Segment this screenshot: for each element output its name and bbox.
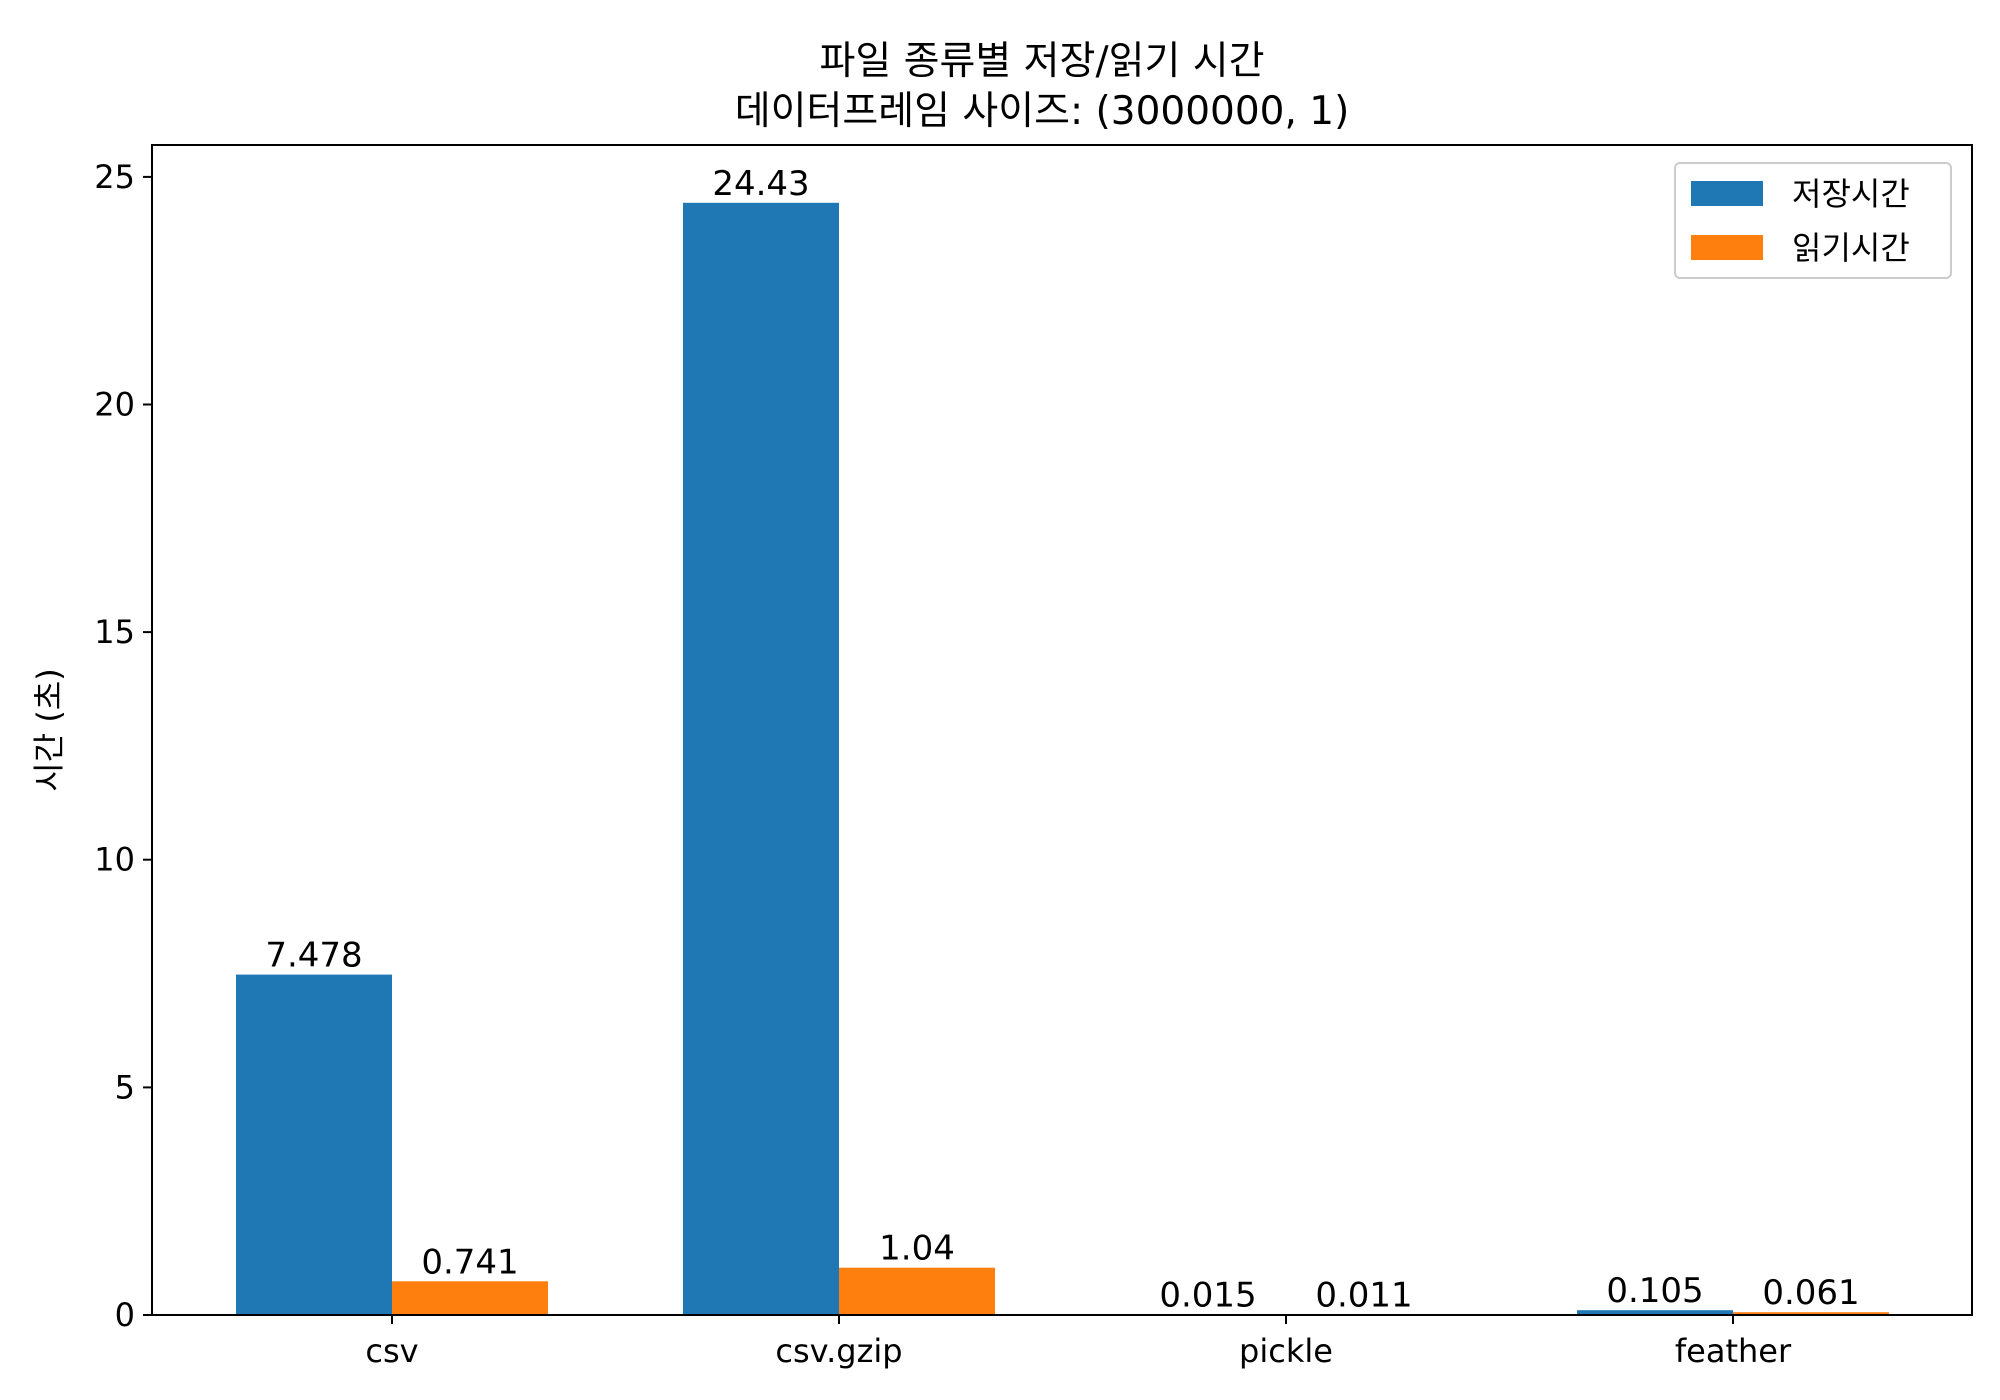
- data-label: 1.04: [879, 1229, 955, 1269]
- x-tick-label: pickle: [1239, 1332, 1333, 1370]
- legend-label-save: 저장시간: [1792, 175, 1910, 213]
- data-label: 24.43: [712, 164, 809, 204]
- data-label: 0.741: [421, 1242, 518, 1282]
- bar: [839, 1268, 995, 1315]
- y-tick-label: 20: [94, 386, 135, 424]
- bar: [683, 203, 839, 1315]
- y-tick-label: 25: [94, 158, 135, 196]
- data-label: 0.015: [1159, 1275, 1256, 1315]
- x-tick-label: csv: [365, 1332, 418, 1370]
- legend-swatch-read: [1691, 235, 1763, 260]
- y-tick-label: 10: [94, 841, 135, 879]
- data-label: 0.105: [1606, 1271, 1703, 1311]
- x-tick-label: feather: [1675, 1332, 1792, 1370]
- y-tick-label: 15: [94, 613, 135, 651]
- data-label: 0.011: [1315, 1276, 1412, 1316]
- data-label: 7.478: [265, 936, 362, 976]
- y-tick-label: 0: [115, 1296, 135, 1334]
- legend-swatch-save: [1691, 181, 1763, 206]
- chart-subtitle: 데이터프레임 사이즈: (3000000, 1): [735, 89, 1350, 134]
- chart-title: 파일 종류별 저장/읽기 시간: [819, 39, 1264, 84]
- y-axis-label: 시간 (초): [30, 668, 68, 791]
- bar: [236, 975, 392, 1315]
- legend-label-read: 읽기시간: [1792, 229, 1910, 267]
- legend: 저장시간 읽기시간: [1675, 163, 1951, 278]
- data-label: 0.061: [1762, 1273, 1859, 1313]
- y-tick-label: 5: [115, 1068, 135, 1106]
- x-tick-label: csv.gzip: [775, 1332, 902, 1370]
- bar: [392, 1281, 548, 1315]
